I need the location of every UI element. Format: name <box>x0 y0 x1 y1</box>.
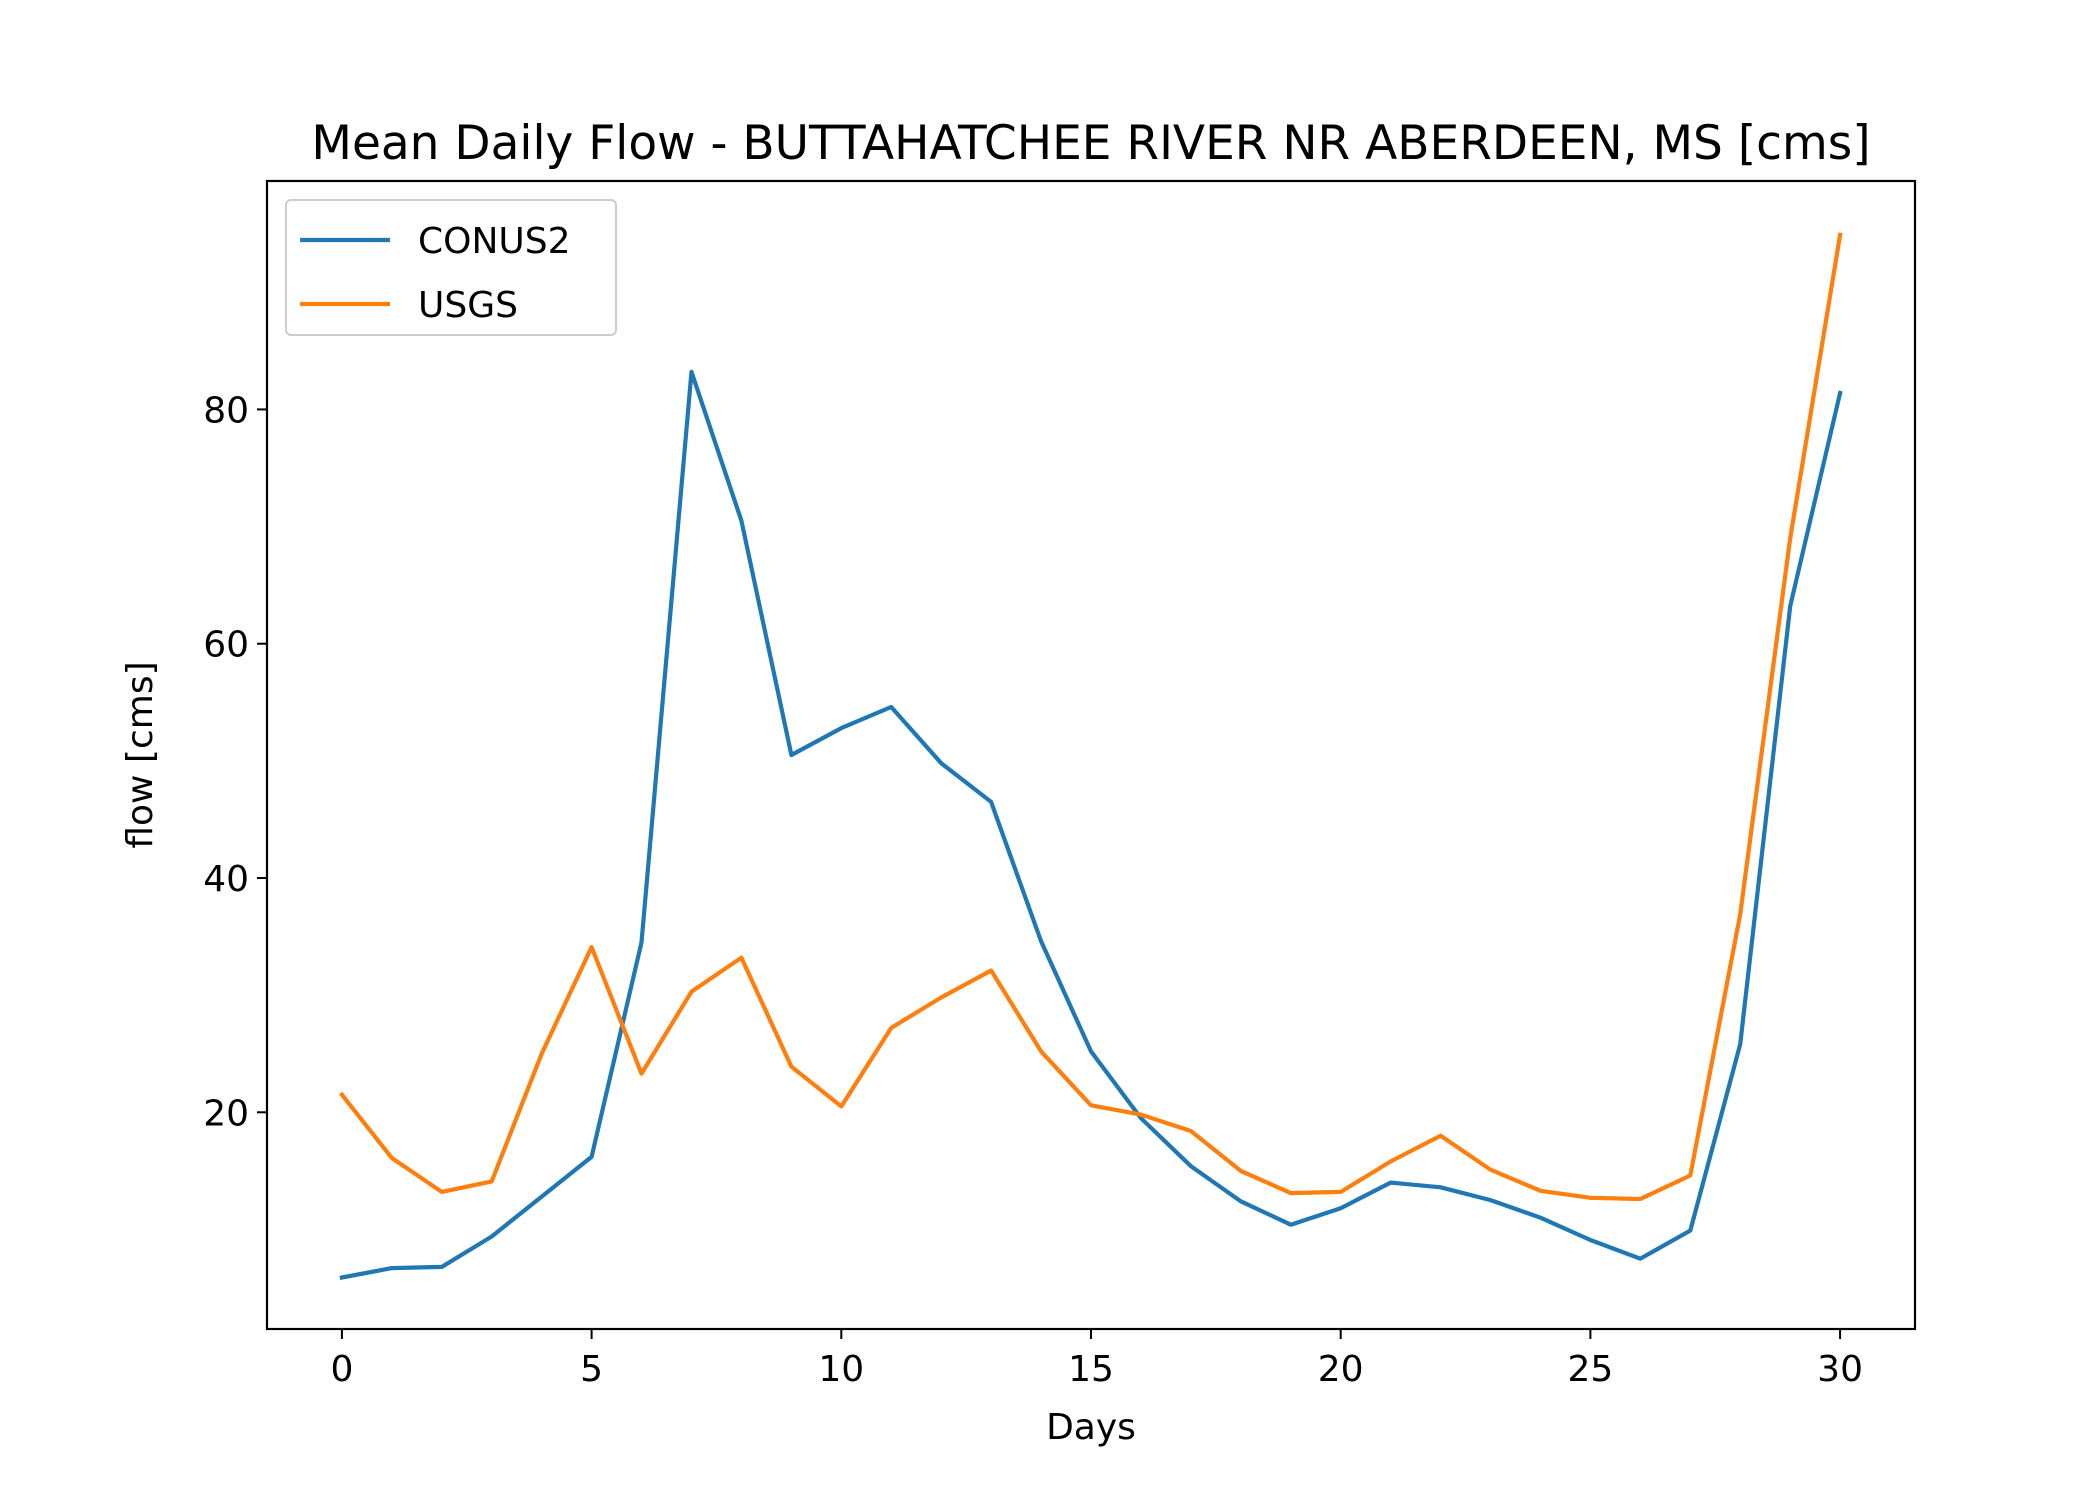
y-tick-label-80: 80 <box>203 390 249 431</box>
x-axis: 0 5 10 15 20 25 30 <box>330 1329 1863 1390</box>
legend-box <box>285 199 617 336</box>
y-axis-label: flow [cms] <box>120 661 161 848</box>
legend-label-usgs: USGS <box>418 285 518 326</box>
x-tick-label-15: 15 <box>1068 1349 1114 1390</box>
legend: CONUS2 USGS <box>285 199 617 336</box>
legend-label-conus2: CONUS2 <box>418 221 571 262</box>
x-tick-label-5: 5 <box>580 1349 603 1390</box>
x-tick-label-25: 25 <box>1567 1349 1613 1390</box>
y-axis: 20 40 60 80 <box>203 390 267 1134</box>
y-tick-label-40: 40 <box>203 859 249 900</box>
chart-title: Mean Daily Flow - BUTTAHATCHEE RIVER NR … <box>311 116 1870 171</box>
series-line-conus2 <box>339 369 1843 1280</box>
x-tick-label-30: 30 <box>1817 1349 1863 1390</box>
x-axis-label: Days <box>1046 1407 1136 1448</box>
series-layer <box>338 232 1843 1280</box>
x-tick-label-10: 10 <box>818 1349 864 1390</box>
x-tick-label-0: 0 <box>330 1349 353 1390</box>
x-tick-label-20: 20 <box>1318 1349 1364 1390</box>
series-line-usgs <box>338 232 1843 1202</box>
y-tick-label-20: 20 <box>203 1093 249 1134</box>
y-tick-label-60: 60 <box>203 625 249 666</box>
